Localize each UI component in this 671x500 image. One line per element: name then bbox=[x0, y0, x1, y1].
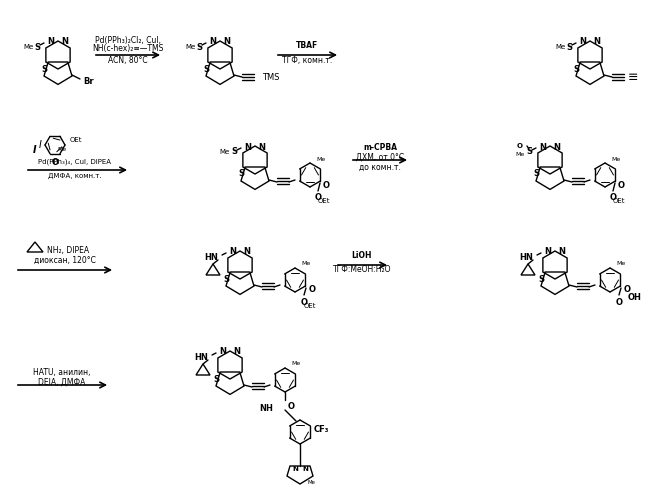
Text: O: O bbox=[624, 286, 631, 294]
Text: N: N bbox=[244, 248, 250, 256]
Text: HN: HN bbox=[519, 252, 533, 262]
Text: NH₂, DIPEA: NH₂, DIPEA bbox=[47, 246, 89, 254]
Text: LiOH: LiOH bbox=[352, 250, 372, 260]
Text: OEt: OEt bbox=[318, 198, 330, 204]
Text: N: N bbox=[258, 142, 266, 152]
Text: S: S bbox=[41, 64, 47, 74]
Text: ACN, 80°C: ACN, 80°C bbox=[108, 56, 148, 64]
Text: TMS: TMS bbox=[262, 72, 280, 82]
Text: O: O bbox=[315, 193, 321, 202]
Text: TBAF: TBAF bbox=[296, 40, 318, 50]
Text: O: O bbox=[517, 143, 523, 149]
Text: I: I bbox=[33, 145, 37, 155]
Text: S: S bbox=[533, 170, 539, 178]
Text: m-CPBA: m-CPBA bbox=[363, 144, 397, 152]
Text: OEt: OEt bbox=[304, 303, 316, 309]
Text: OEt: OEt bbox=[613, 198, 625, 204]
Text: N: N bbox=[302, 466, 308, 472]
Text: Me: Me bbox=[308, 480, 316, 484]
Text: O: O bbox=[609, 193, 617, 202]
Text: O: O bbox=[288, 402, 295, 411]
Text: Pd(PPh₃)₄, CuI, DIPEA: Pd(PPh₃)₄, CuI, DIPEA bbox=[38, 159, 111, 165]
Text: до комн.т.: до комн.т. bbox=[359, 162, 401, 172]
Text: N: N bbox=[539, 142, 546, 152]
Text: N: N bbox=[223, 38, 231, 46]
Text: O: O bbox=[618, 180, 625, 190]
Text: Me: Me bbox=[611, 157, 620, 162]
Text: N: N bbox=[594, 38, 601, 46]
Text: S: S bbox=[203, 64, 209, 74]
Text: I: I bbox=[39, 140, 42, 150]
Text: N: N bbox=[48, 38, 54, 46]
Text: S: S bbox=[196, 42, 202, 51]
Text: O: O bbox=[323, 180, 330, 190]
Text: Me: Me bbox=[515, 152, 525, 157]
Text: NH: NH bbox=[259, 404, 273, 413]
Text: NH(c-hex)₂≡—TMS: NH(c-hex)₂≡—TMS bbox=[93, 44, 164, 52]
Text: Me: Me bbox=[301, 261, 310, 266]
Text: S: S bbox=[223, 274, 229, 283]
Text: HN: HN bbox=[204, 252, 218, 262]
Text: ДХМ, от 0°C: ДХМ, от 0°C bbox=[356, 152, 404, 162]
Text: S: S bbox=[34, 42, 40, 51]
Text: OH: OH bbox=[628, 294, 642, 302]
Text: ТГФ, комн.т.: ТГФ, комн.т. bbox=[282, 56, 332, 64]
Text: N: N bbox=[292, 466, 298, 472]
Text: N: N bbox=[209, 38, 217, 46]
Text: N: N bbox=[558, 248, 566, 256]
Text: HATU, анилин,: HATU, анилин, bbox=[34, 368, 91, 378]
Text: O: O bbox=[615, 298, 623, 307]
Text: Me: Me bbox=[185, 44, 195, 50]
Text: N: N bbox=[219, 348, 227, 356]
Text: S: S bbox=[231, 148, 237, 156]
Text: S: S bbox=[538, 274, 544, 283]
Text: CF₃: CF₃ bbox=[314, 424, 329, 434]
Text: N: N bbox=[544, 248, 552, 256]
Text: S: S bbox=[526, 148, 532, 156]
Text: N: N bbox=[234, 348, 240, 356]
Text: Me: Me bbox=[291, 361, 300, 366]
Text: Me: Me bbox=[57, 147, 66, 152]
Text: ≡: ≡ bbox=[628, 70, 639, 84]
Text: Pd(PPh₃)₂Cl₂, CuI,: Pd(PPh₃)₂Cl₂, CuI, bbox=[95, 36, 161, 46]
Text: S: S bbox=[213, 374, 219, 384]
Text: Me: Me bbox=[555, 44, 565, 50]
Text: S: S bbox=[566, 42, 572, 51]
Text: Me: Me bbox=[316, 157, 325, 162]
Text: S: S bbox=[573, 64, 579, 74]
Text: N: N bbox=[62, 38, 68, 46]
Text: S: S bbox=[238, 170, 244, 178]
Text: O: O bbox=[52, 158, 58, 167]
Text: OEt: OEt bbox=[70, 137, 83, 143]
Text: Me: Me bbox=[616, 261, 625, 266]
Text: диоксан, 120°C: диоксан, 120°C bbox=[34, 256, 96, 264]
Text: Me: Me bbox=[23, 44, 33, 50]
Text: N: N bbox=[554, 142, 560, 152]
Text: ДМФА, комн.т.: ДМФА, комн.т. bbox=[48, 173, 102, 179]
Text: ТГФ:МеОН:Н₂О: ТГФ:МеОН:Н₂О bbox=[333, 266, 391, 274]
Text: N: N bbox=[580, 38, 586, 46]
Text: N: N bbox=[229, 248, 236, 256]
Text: N: N bbox=[244, 142, 252, 152]
Text: DEIA, ДМФА: DEIA, ДМФА bbox=[38, 378, 86, 386]
Text: O: O bbox=[309, 286, 316, 294]
Text: HN: HN bbox=[194, 352, 208, 362]
Text: Me: Me bbox=[220, 149, 230, 155]
Text: O: O bbox=[301, 298, 307, 307]
Text: Br: Br bbox=[83, 76, 94, 86]
